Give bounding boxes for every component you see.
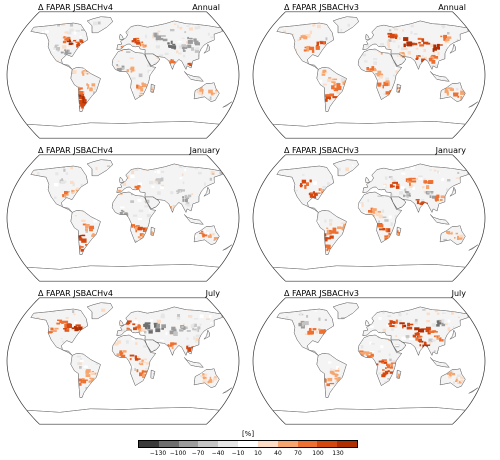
panel-title: Δ FAPAR JSBACHv4	[38, 3, 113, 12]
panel-period: January	[189, 146, 220, 155]
coastlines	[26, 302, 233, 413]
colorbar-unit: [%]	[241, 430, 255, 438]
colorbar-ticks: −130 −100 −70 −40 −10 10 40 70 100 130	[138, 450, 358, 460]
map-panel: Δ FAPAR JSBACHv4 January	[4, 144, 250, 287]
panel-title: Δ FAPAR JSBACHv4	[38, 289, 113, 298]
map-panels-grid: Δ FAPAR JSBACHv4 Annual Δ FAPAR JSBACHv3 An…	[4, 1, 496, 430]
colorbar-segment	[158, 441, 179, 447]
colorbar-tick-label: 130	[332, 450, 344, 457]
colorbar-segment	[317, 441, 338, 447]
panel-period: July	[451, 289, 466, 298]
colorbar-segment	[139, 441, 159, 447]
panel-title: Δ FAPAR JSBACHv4	[38, 146, 113, 155]
map-panel: Δ FAPAR JSBACHv4 Annual	[4, 1, 250, 144]
panel-period: July	[205, 289, 220, 298]
coastlines	[272, 16, 479, 127]
panel-title: Δ FAPAR JSBACHv3	[284, 146, 359, 155]
colorbar-segment	[297, 441, 318, 447]
colorbar-tick-label: −70	[191, 450, 205, 457]
map-panel: Δ FAPAR JSBACHv3 Annual	[250, 1, 496, 144]
colorbar-segment	[277, 441, 298, 447]
coastlines	[272, 302, 479, 413]
colorbar-tick-label: −100	[169, 450, 187, 457]
panel-period: Annual	[438, 3, 466, 12]
colorbar-tick-label: 10	[254, 450, 262, 457]
panel-title: Δ FAPAR JSBACHv3	[284, 289, 359, 298]
colorbar-segment	[178, 441, 199, 447]
panel-period: Annual	[192, 3, 220, 12]
map-panel: Δ FAPAR JSBACHv3 January	[250, 144, 496, 287]
world-map	[252, 154, 486, 282]
colorbar-segment	[218, 441, 239, 447]
colorbar-segment	[257, 441, 278, 447]
panel-period: January	[435, 146, 466, 155]
panel-title: Δ FAPAR JSBACHv3	[284, 3, 359, 12]
colorbar-segment	[337, 441, 357, 447]
map-panel: Δ FAPAR JSBACHv3 July	[250, 287, 496, 430]
world-map	[6, 11, 240, 139]
coastlines	[26, 16, 233, 127]
colorbar-tick-label: −10	[231, 450, 245, 457]
coastlines	[26, 159, 233, 270]
colorbar-tick-label: 100	[312, 450, 324, 457]
coastlines	[272, 159, 479, 270]
world-map	[6, 154, 240, 282]
colorbar: [%] −130 −100 −70 −40 −10 10 40 70 100 130	[128, 430, 368, 460]
colorbar-tick-label: 40	[274, 450, 282, 457]
colorbar-tick-label: −40	[211, 450, 225, 457]
map-panel: Δ FAPAR JSBACHv4 July	[4, 287, 250, 430]
colorbar-tick-label: −130	[149, 450, 167, 457]
colorbar-bar	[138, 440, 358, 448]
colorbar-tick-label: 70	[294, 450, 302, 457]
world-map	[6, 297, 240, 425]
colorbar-segment	[238, 441, 258, 447]
world-map	[252, 297, 486, 425]
colorbar-segment	[198, 441, 219, 447]
world-map	[252, 11, 486, 139]
